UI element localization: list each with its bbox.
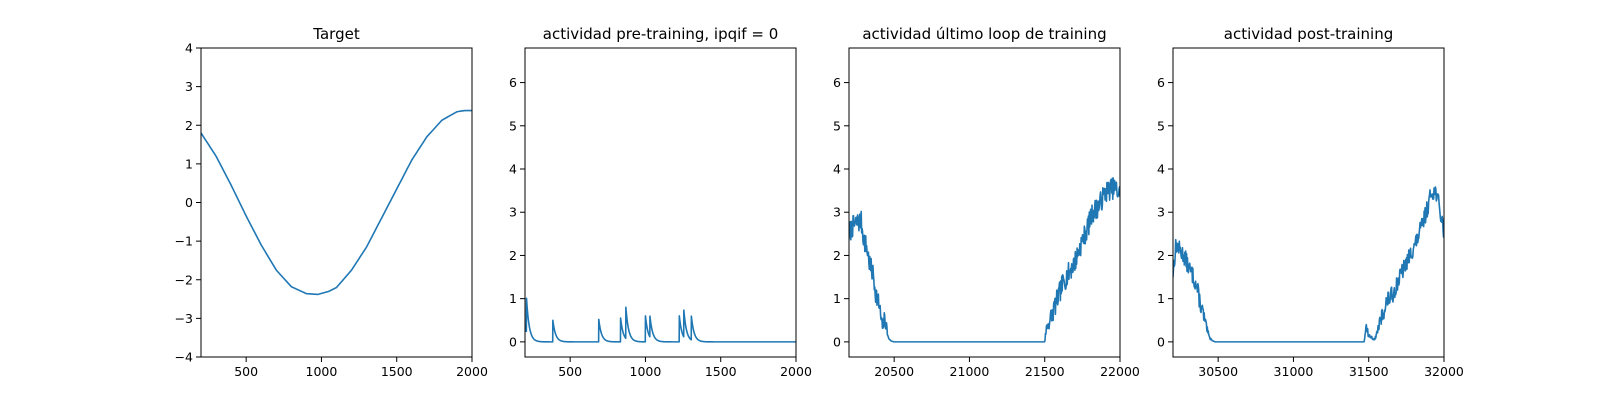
y-tick-label: −2 bbox=[175, 272, 193, 287]
series-line bbox=[849, 177, 1120, 343]
axes-frame bbox=[848, 47, 1121, 358]
y-tick-label: 5 bbox=[509, 118, 517, 133]
y-tick-label: 4 bbox=[185, 41, 193, 56]
y-tick-label: 0 bbox=[1157, 334, 1165, 349]
y-tick-label: 1 bbox=[509, 291, 517, 306]
y-tick-label: 4 bbox=[833, 162, 841, 177]
x-tick-label: 1000 bbox=[306, 364, 338, 379]
x-tick-label: 1500 bbox=[705, 364, 737, 379]
x-tick-label: 21000 bbox=[950, 364, 990, 379]
subplot-title: actividad último loop de training bbox=[862, 25, 1106, 43]
x-tick-label: 500 bbox=[234, 364, 258, 379]
y-tick-label: 2 bbox=[509, 248, 517, 263]
axes-frame bbox=[1172, 47, 1445, 358]
y-tick-label: 0 bbox=[185, 195, 193, 210]
subplot-title: actividad post-training bbox=[1224, 25, 1393, 43]
axes-frame bbox=[200, 47, 473, 358]
y-tick-label: −1 bbox=[175, 234, 193, 249]
y-tick-label: 1 bbox=[185, 156, 193, 171]
y-tick-label: 0 bbox=[833, 334, 841, 349]
y-tick-label: 1 bbox=[833, 291, 841, 306]
y-tick-label: −3 bbox=[175, 311, 193, 326]
x-tick-label: 2000 bbox=[456, 364, 488, 379]
subplot-2: actividad pre-training, ipqif = 0 500 1000… bbox=[509, 25, 812, 379]
y-tick-label: 4 bbox=[1157, 162, 1165, 177]
axes-frame bbox=[524, 47, 797, 358]
x-tick-label: 31500 bbox=[1349, 364, 1389, 379]
y-tick-label: 4 bbox=[509, 162, 517, 177]
x-tick-label: 30500 bbox=[1198, 364, 1238, 379]
y-tick-label: 3 bbox=[509, 205, 517, 220]
y-tick-label: 3 bbox=[185, 79, 193, 94]
x-tick-label: 31000 bbox=[1274, 364, 1314, 379]
x-tick-label: 500 bbox=[558, 364, 582, 379]
y-tick-label: 2 bbox=[833, 248, 841, 263]
series-line bbox=[201, 109, 472, 296]
subplot-title: actividad pre-training, ipqif = 0 bbox=[543, 25, 779, 43]
x-tick-label: 1000 bbox=[630, 364, 662, 379]
y-tick-label: 6 bbox=[509, 75, 517, 90]
subplot-1: Target 500 1000 1500 2000 −4 −3 −2 −1 0 1 2 3 4 bbox=[175, 25, 488, 379]
y-tick-label: −4 bbox=[175, 350, 193, 365]
x-tick-label: 2000 bbox=[780, 364, 812, 379]
y-tick-label: 3 bbox=[1157, 205, 1165, 220]
y-tick-label: 0 bbox=[509, 334, 517, 349]
series-line bbox=[525, 297, 796, 343]
x-tick-label: 22000 bbox=[1100, 364, 1140, 379]
y-tick-label: 2 bbox=[1157, 248, 1165, 263]
x-tick-label: 32000 bbox=[1424, 364, 1464, 379]
x-tick-label: 20500 bbox=[874, 364, 914, 379]
y-tick-label: 6 bbox=[1157, 75, 1165, 90]
y-tick-label: 2 bbox=[185, 118, 193, 133]
y-tick-label: 5 bbox=[833, 118, 841, 133]
x-tick-label: 21500 bbox=[1025, 364, 1065, 379]
series-line bbox=[1173, 186, 1444, 343]
subplot-title: Target bbox=[312, 25, 360, 43]
y-tick-label: 3 bbox=[833, 205, 841, 220]
y-tick-label: 5 bbox=[1157, 118, 1165, 133]
y-tick-label: 1 bbox=[1157, 291, 1165, 306]
y-tick-label: 6 bbox=[833, 75, 841, 90]
x-tick-label: 1500 bbox=[381, 364, 413, 379]
